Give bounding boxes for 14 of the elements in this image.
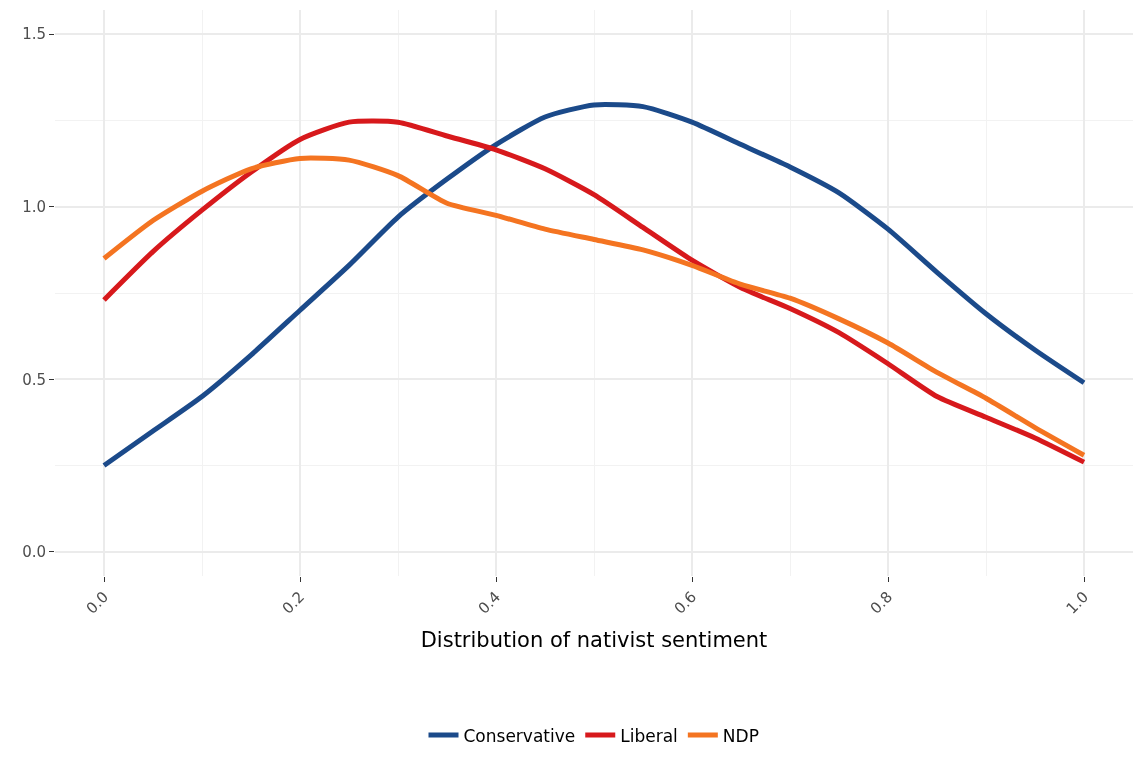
x-tick-label: 0.0 <box>82 587 113 618</box>
y-tick-label: 0.0 <box>22 543 46 562</box>
y-tick-label: 1.0 <box>22 197 46 216</box>
x-tick-label: 0.6 <box>670 587 701 618</box>
y-tick-label: 0.5 <box>22 370 46 389</box>
legend-label: Conservative <box>463 725 576 746</box>
x-tick-label: 0.2 <box>278 587 309 618</box>
x-tick-label: 0.8 <box>866 587 897 618</box>
x-axis-title: Distribution of nativist sentiment <box>420 627 768 652</box>
legend-label: NDP <box>722 725 759 746</box>
x-tick-label: 1.0 <box>1062 587 1093 618</box>
y-tick-label: 1.5 <box>22 25 46 44</box>
x-tick-label: 0.4 <box>474 587 505 618</box>
legend-label: Liberal <box>620 725 678 746</box>
